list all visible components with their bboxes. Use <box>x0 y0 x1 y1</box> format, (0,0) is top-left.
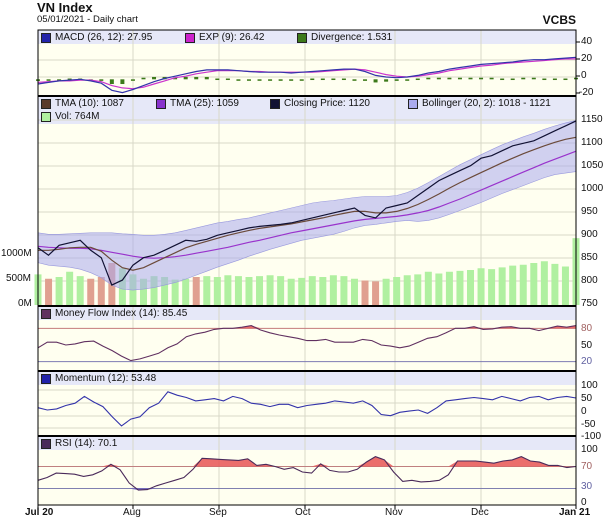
legend-label: Bollinger (20, 2): 1018 - 1121 <box>422 98 551 109</box>
x-tick: Nov <box>385 507 403 518</box>
legend-tma25: TMA (25): 1059 <box>156 98 239 109</box>
legend-bollinger: Bollinger (20, 2): 1018 - 1121 <box>408 98 551 109</box>
divergence-swatch <box>297 32 307 43</box>
x-tick: Sep <box>209 507 227 518</box>
tma25-swatch <box>156 98 166 109</box>
y-tick: 800 <box>581 275 598 286</box>
legend-mfi: Money Flow Index (14): 85.45 <box>41 308 187 319</box>
y-tick: 1150 <box>581 114 603 125</box>
legend-label: TMA (10): 1087 <box>55 98 124 109</box>
mfi-swatch <box>41 308 51 319</box>
legend-volume: Vol: 764M <box>41 111 99 122</box>
brand-label: VCBS <box>542 13 576 27</box>
y-tick: 20 <box>581 53 593 64</box>
chart-subtitle: 05/01/2021 - Daily chart <box>37 14 138 25</box>
legend-label: Divergence: 1.531 <box>311 32 393 43</box>
y-tick: -50 <box>581 419 596 430</box>
bollinger-swatch <box>408 98 418 109</box>
y-tick: 0 <box>581 497 587 508</box>
legend-tma10: TMA (10): 1087 <box>41 98 124 109</box>
y-tick: 1100 <box>581 137 603 148</box>
legend-divergence: Divergence: 1.531 <box>297 32 392 43</box>
y-tick: -20 <box>579 87 594 98</box>
exp-swatch <box>185 32 195 43</box>
legend-label: Vol: 764M <box>55 111 100 122</box>
x-tick: Jul 20 <box>25 507 54 518</box>
vol-tick: 1000M <box>1 248 32 259</box>
y-tick: 70 <box>581 461 593 472</box>
y-tick: 40 <box>581 36 593 47</box>
y-tick: 1050 <box>581 160 604 171</box>
legend-label: Momentum (12): 53.48 <box>55 373 157 384</box>
legend-label: EXP (9): 26.42 <box>199 32 265 43</box>
macd-swatch <box>41 32 51 43</box>
rsi-swatch <box>41 438 51 449</box>
legend-rsi: RSI (14): 70.1 <box>41 438 117 449</box>
chart-title: VN Index <box>37 0 93 15</box>
momentum-swatch <box>41 373 51 384</box>
legend-label: MACD (26, 12): 27.95 <box>55 32 153 43</box>
legend-momentum: Momentum (12): 53.48 <box>41 373 156 384</box>
y-tick: 900 <box>581 229 598 240</box>
vol-tick: 0M <box>18 298 32 309</box>
y-tick: 100 <box>581 444 598 455</box>
legend-closing-price: Closing Price: 1120 <box>270 98 370 109</box>
legend-label: RSI (14): 70.1 <box>55 438 118 449</box>
y-tick: 100 <box>581 380 598 391</box>
legend-label: Money Flow Index (14): 85.45 <box>55 308 188 319</box>
y-tick: 0 <box>581 70 587 81</box>
y-tick: 0 <box>581 406 587 417</box>
y-tick: 850 <box>581 252 598 263</box>
y-tick: 1000 <box>581 183 604 194</box>
x-tick: Dec <box>471 507 489 518</box>
x-tick: Oct <box>295 507 311 518</box>
x-tick: Aug <box>123 507 141 518</box>
vol-tick: 500M <box>6 273 32 284</box>
y-tick: 30 <box>581 481 593 492</box>
close-swatch <box>270 98 280 109</box>
y-tick: 80 <box>581 323 593 334</box>
legend-label: TMA (25): 1059 <box>170 98 239 109</box>
y-tick: 750 <box>581 298 598 309</box>
volume-swatch <box>41 111 51 122</box>
y-tick: 950 <box>581 206 598 217</box>
legend-macd: MACD (26, 12): 27.95 <box>41 32 152 43</box>
tma10-swatch <box>41 98 51 109</box>
legend-label: Closing Price: 1120 <box>284 98 370 109</box>
y-tick: -100 <box>581 431 602 442</box>
legend-exp: EXP (9): 26.42 <box>185 32 264 43</box>
x-tick: Jan 21 <box>559 507 591 518</box>
y-tick: 50 <box>581 340 593 351</box>
y-tick: 50 <box>581 393 593 404</box>
y-tick: 20 <box>581 356 593 367</box>
